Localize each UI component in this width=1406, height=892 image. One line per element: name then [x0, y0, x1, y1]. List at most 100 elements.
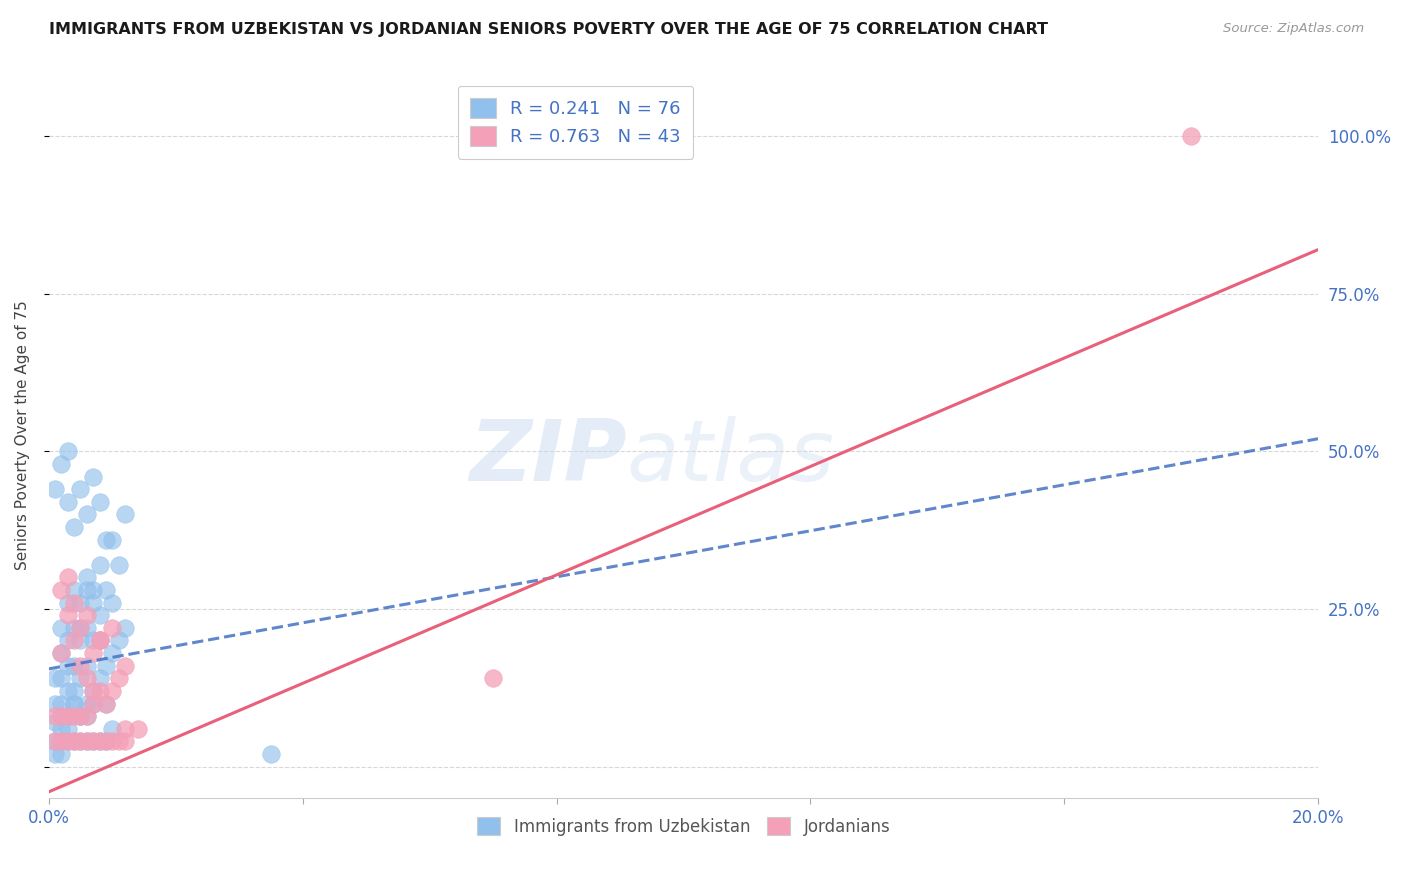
Point — [63, 596, 86, 610]
Text: IMMIGRANTS FROM UZBEKISTAN VS JORDANIAN SENIORS POVERTY OVER THE AGE OF 75 CORRE: IMMIGRANTS FROM UZBEKISTAN VS JORDANIAN … — [49, 22, 1049, 37]
Point — [82, 633, 104, 648]
Point — [44, 734, 66, 748]
Point — [76, 734, 98, 748]
Point — [82, 697, 104, 711]
Point — [89, 684, 111, 698]
Point — [44, 482, 66, 496]
Point — [94, 697, 117, 711]
Point — [63, 697, 86, 711]
Point — [51, 646, 73, 660]
Point — [44, 734, 66, 748]
Point — [76, 608, 98, 623]
Point — [94, 734, 117, 748]
Point — [56, 495, 79, 509]
Text: ZIP: ZIP — [468, 416, 627, 499]
Point — [56, 709, 79, 723]
Text: atlas: atlas — [627, 416, 834, 499]
Point — [51, 697, 73, 711]
Point — [56, 722, 79, 736]
Point — [56, 734, 79, 748]
Point — [56, 633, 79, 648]
Point — [94, 658, 117, 673]
Point — [89, 734, 111, 748]
Point — [56, 709, 79, 723]
Point — [82, 734, 104, 748]
Legend: Immigrants from Uzbekistan, Jordanians: Immigrants from Uzbekistan, Jordanians — [468, 809, 898, 844]
Point — [51, 646, 73, 660]
Point — [127, 722, 149, 736]
Point — [482, 671, 505, 685]
Point — [63, 633, 86, 648]
Point — [82, 734, 104, 748]
Point — [44, 697, 66, 711]
Point — [107, 558, 129, 572]
Point — [94, 533, 117, 547]
Point — [89, 671, 111, 685]
Point — [76, 582, 98, 597]
Point — [69, 621, 91, 635]
Point — [69, 633, 91, 648]
Point — [94, 734, 117, 748]
Point — [107, 671, 129, 685]
Point — [107, 633, 129, 648]
Point — [69, 709, 91, 723]
Point — [69, 709, 91, 723]
Point — [94, 697, 117, 711]
Point — [76, 709, 98, 723]
Point — [82, 684, 104, 698]
Point — [89, 558, 111, 572]
Point — [69, 482, 91, 496]
Point — [56, 596, 79, 610]
Point — [82, 697, 104, 711]
Point — [44, 709, 66, 723]
Point — [63, 734, 86, 748]
Point — [69, 709, 91, 723]
Point — [51, 747, 73, 761]
Point — [63, 697, 86, 711]
Point — [82, 582, 104, 597]
Point — [51, 722, 73, 736]
Point — [114, 621, 136, 635]
Point — [56, 608, 79, 623]
Point — [260, 747, 283, 761]
Point — [114, 508, 136, 522]
Point — [63, 621, 86, 635]
Point — [101, 646, 124, 660]
Point — [51, 734, 73, 748]
Point — [114, 734, 136, 748]
Point — [63, 582, 86, 597]
Point — [56, 570, 79, 584]
Point — [94, 582, 117, 597]
Point — [56, 684, 79, 698]
Point — [89, 633, 111, 648]
Point — [63, 520, 86, 534]
Point — [51, 734, 73, 748]
Point — [56, 658, 79, 673]
Point — [76, 671, 98, 685]
Point — [51, 457, 73, 471]
Point — [69, 621, 91, 635]
Point — [69, 734, 91, 748]
Point — [89, 608, 111, 623]
Point — [69, 671, 91, 685]
Point — [114, 658, 136, 673]
Text: Source: ZipAtlas.com: Source: ZipAtlas.com — [1223, 22, 1364, 36]
Point — [56, 444, 79, 458]
Point — [63, 684, 86, 698]
Point — [63, 658, 86, 673]
Point — [69, 658, 91, 673]
Point — [51, 621, 73, 635]
Point — [1180, 129, 1202, 144]
Point — [56, 734, 79, 748]
Point — [76, 658, 98, 673]
Point — [69, 596, 91, 610]
Y-axis label: Seniors Poverty Over the Age of 75: Seniors Poverty Over the Age of 75 — [15, 301, 30, 571]
Point — [63, 734, 86, 748]
Point — [51, 709, 73, 723]
Point — [82, 684, 104, 698]
Point — [82, 596, 104, 610]
Point — [76, 697, 98, 711]
Point — [82, 646, 104, 660]
Point — [101, 621, 124, 635]
Point — [76, 508, 98, 522]
